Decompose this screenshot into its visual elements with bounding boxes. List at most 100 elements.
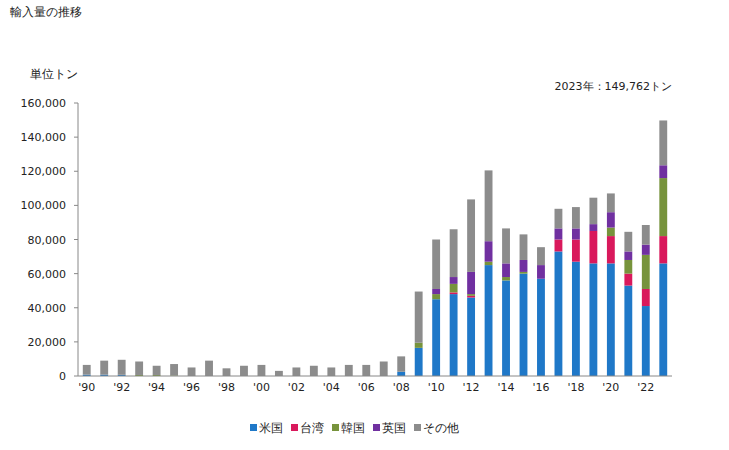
bar-segment <box>415 292 423 343</box>
bar-segment <box>555 209 563 229</box>
bar-segment <box>502 228 510 263</box>
legend: 米国台湾韓国英国その他 <box>250 421 459 435</box>
y-tick <box>74 103 78 104</box>
bar-segment <box>397 372 405 376</box>
bar-segment <box>485 262 493 265</box>
y-tick-label: 40,000 <box>28 302 67 315</box>
y-tick-label: 100,000 <box>21 199 67 212</box>
x-tick-label: '14 <box>498 381 515 394</box>
x-axis <box>78 376 672 377</box>
legend-label: 台湾 <box>300 421 324 435</box>
bar-segment <box>607 263 615 376</box>
bar-segment <box>624 251 632 260</box>
bar-segment <box>642 225 650 245</box>
chart: 輸入量の推移単位トン2023年：149,762トン020,00040,00060… <box>0 0 729 450</box>
y-tick-label: 20,000 <box>28 336 67 349</box>
bar-segment <box>607 193 615 212</box>
bar-segment <box>520 272 528 274</box>
bar-segment <box>659 120 667 165</box>
bar-segment <box>397 356 405 371</box>
bar-segment <box>118 360 126 375</box>
y-tick <box>74 376 78 377</box>
bar-segment <box>83 365 91 375</box>
bar-segment <box>415 348 423 376</box>
bar-segment <box>310 366 318 376</box>
y-tick-label: 80,000 <box>28 234 67 247</box>
legend-label: 韓国 <box>341 421 365 435</box>
bar-segment <box>485 241 493 261</box>
y-tick <box>74 205 78 206</box>
legend-label: 英国 <box>382 421 406 435</box>
bar-segment <box>432 294 440 299</box>
bar-segment <box>485 170 493 241</box>
bar-segment <box>450 292 458 294</box>
bar-segment <box>467 199 475 272</box>
y-tick-label: 140,000 <box>21 131 67 144</box>
bar-segment <box>188 367 196 376</box>
bar-segment <box>467 296 475 298</box>
bar-segment <box>415 343 423 348</box>
bar-segment <box>659 236 667 263</box>
legend-swatch <box>291 424 298 431</box>
x-tick-label: '98 <box>218 381 235 394</box>
bar-segment <box>502 263 510 277</box>
bar-segment <box>100 361 108 375</box>
y-tick-label: 120,000 <box>21 165 67 178</box>
x-tick-label: '04 <box>323 381 340 394</box>
bar-segment <box>520 260 528 272</box>
bar-segment <box>537 265 545 279</box>
bar-segment <box>362 365 370 376</box>
x-tick-label: '02 <box>288 381 305 394</box>
x-tick-label: '20 <box>602 381 619 394</box>
bar-segment <box>555 251 563 376</box>
y-tick <box>74 273 78 274</box>
bar-segment <box>624 232 632 252</box>
bar-segment <box>432 289 440 294</box>
y-tick <box>74 341 78 342</box>
bar-segment <box>502 280 510 376</box>
bar-segment <box>520 234 528 260</box>
bar-segment <box>223 368 231 376</box>
x-tick-label: '08 <box>393 381 410 394</box>
x-tick-label: '12 <box>463 381 480 394</box>
bar-segment <box>659 263 667 376</box>
bar-segment <box>450 284 458 293</box>
legend-swatch <box>414 424 421 431</box>
bar-segment <box>467 272 475 294</box>
bar-segment <box>450 294 458 376</box>
x-tick-label: '96 <box>183 381 200 394</box>
bar-segment <box>432 240 440 289</box>
bar-segment <box>520 274 528 376</box>
bar-segment <box>537 279 545 376</box>
legend-swatch <box>250 424 257 431</box>
bar-segment <box>432 299 440 376</box>
bar-segment <box>240 366 248 376</box>
bar-segment <box>642 306 650 376</box>
x-tick-label: '90 <box>78 381 95 394</box>
bar-segment <box>607 212 615 227</box>
bar-segment <box>485 265 493 376</box>
y-axis-label: 単位トン <box>30 67 78 81</box>
bar-segment <box>450 277 458 284</box>
bar-segment <box>572 240 580 262</box>
bar-segment <box>275 371 283 376</box>
bar-segment <box>450 229 458 277</box>
x-tick-label: '10 <box>428 381 445 394</box>
annotation: 2023年：149,762トン <box>555 80 672 93</box>
y-tick <box>74 239 78 240</box>
x-tick-label: '92 <box>113 381 130 394</box>
x-tick-label: '06 <box>358 381 375 394</box>
bar-segment <box>659 178 667 236</box>
bar-segment <box>589 198 597 224</box>
y-axis <box>78 103 79 376</box>
x-tick-label: '16 <box>532 381 549 394</box>
bar-segment <box>205 361 213 376</box>
bar-segment <box>607 228 615 237</box>
bar-segment <box>589 224 597 231</box>
bar-segment <box>589 231 597 263</box>
bar-segment <box>624 286 632 376</box>
y-tick-label: 0 <box>59 370 66 383</box>
bar-segment <box>642 245 650 255</box>
bar-segment <box>170 364 178 375</box>
bar-segment <box>380 361 388 376</box>
